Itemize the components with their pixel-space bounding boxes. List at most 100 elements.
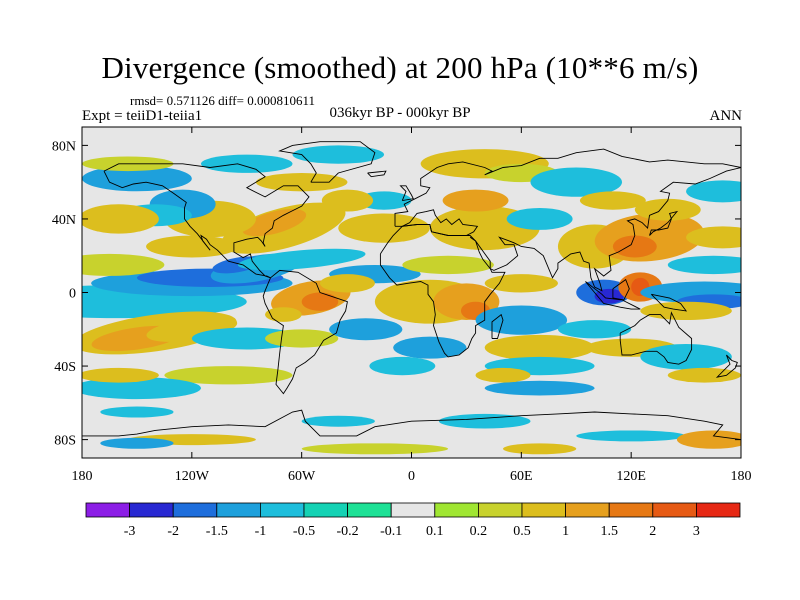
contour-blob [475,367,531,383]
contour-blob [237,248,366,271]
contour-blob [576,430,687,442]
contour-blob [301,415,375,427]
contour-blob [319,274,375,293]
colorbar-label: -0.1 [380,524,402,539]
contour-blob [393,336,467,359]
contour-blob [557,320,632,339]
coastline [82,409,741,441]
contour-blob [612,235,657,258]
colorbar-swatch [608,502,654,518]
y-tick-label: 40S [54,360,76,375]
x-tick-label: 120E [616,469,646,484]
coastline-layer [82,141,741,441]
colorbar-swatch [259,502,305,518]
coastline [649,210,679,236]
colorbar-swatch [303,502,348,518]
colorbar-swatch [477,502,523,518]
contour-blob [667,255,741,275]
coastline [491,313,504,339]
contour-blob [100,437,174,449]
contour-blob [594,288,624,304]
contour-blob [82,367,159,383]
contour-blob [667,367,741,383]
contour-blob [200,154,293,173]
contour-blob [301,292,339,311]
y-tick-label: 80S [54,434,76,449]
contour-blob [442,189,509,212]
coastline [394,148,741,227]
experiment-label: Expt = teiiD1-teiia1 [82,108,203,124]
coastline [278,141,376,183]
contour-blob [640,344,732,370]
contour-blob [506,207,573,230]
colorbar-label: -0.2 [337,524,359,539]
colorbar-swatch [85,502,130,518]
colorbar-swatch [434,502,479,518]
colorbar-label: 1.5 [600,524,618,539]
contour-blob [292,145,385,164]
colorbar-label: 3 [693,524,700,539]
contour-blob [164,366,293,385]
colorbar-swatch [172,502,218,518]
contour-blob [503,443,577,455]
contour-blob [530,167,623,197]
x-tick-label: 180 [72,469,93,484]
season-label: ANN [709,108,743,124]
contour-blob [686,226,741,249]
colorbar-label: 1 [562,524,569,539]
colorbar-label: -0.5 [293,524,315,539]
contour-blob [676,430,741,449]
colorbar-label: 0.2 [470,524,488,539]
coastline [103,163,310,279]
contour-blob [579,191,646,210]
contour-blob [484,274,558,293]
x-tick-label: 120W [175,469,210,484]
contour-blob [321,189,374,212]
contour-blob [686,180,741,203]
x-tick-label: 60E [510,469,533,484]
colorbar-label: -1.5 [206,524,228,539]
colorbar-label: -2 [167,524,179,539]
contour-blob [265,329,339,348]
coastline [367,170,387,178]
period-label: 036kyr BP - 000kyr BP [329,105,471,121]
coastline [399,185,414,202]
contour-blob [82,253,165,276]
contour-blob [146,235,238,258]
contour-fill-layer [82,145,741,455]
coastline [650,293,688,312]
contour-blob [255,173,348,192]
colorbar-swatch [390,502,436,518]
stats-text: rmsd= 0.571126 diff= 0.000810611 [130,93,315,108]
contour-blob [329,318,403,341]
contour-blob [100,406,174,418]
colorbar-label: 2 [649,524,656,539]
contour-blob [82,204,159,234]
colorbar-swatch [565,502,610,518]
contour-blob [82,377,201,400]
colorbar-swatch [129,502,174,518]
colorbar-swatch [696,502,741,518]
y-tick-label: 40N [52,213,76,228]
colorbar-label: -3 [124,524,136,539]
contour-blob [82,165,192,192]
colorbar-swatch [652,502,697,518]
contour-blob [265,307,302,322]
contour-blob [402,255,494,275]
colorbar-label: 0.1 [426,524,444,539]
coastline [469,167,741,292]
colorbar: -3 -2 -1.5 -1 -0.5 -0.2 -0.1 0.1 0.2 0.5 1 1.5 2 3 [85,502,741,539]
contour-blob [634,198,701,221]
contour-blob [338,213,430,243]
contour-blob [438,413,531,429]
contour-blob [475,305,568,335]
contour-blob [369,356,436,376]
colorbar-swatch [216,502,261,518]
colorbar-label: -1 [255,524,267,539]
coastline [585,281,641,310]
coastline [612,278,630,301]
coastline [262,269,348,395]
map-panel [82,127,741,458]
x-tick-label: 180 [731,469,752,484]
